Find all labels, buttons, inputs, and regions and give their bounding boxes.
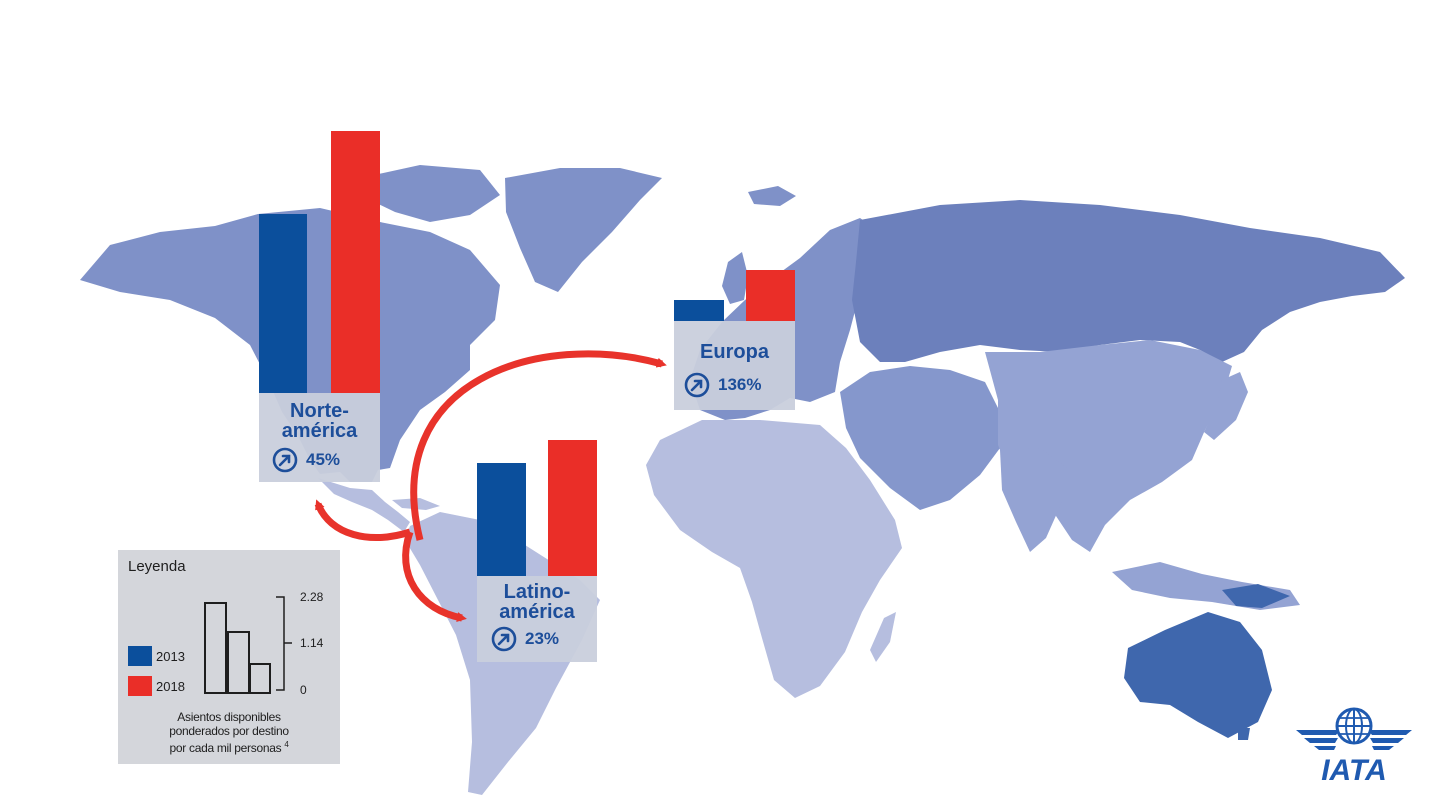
greenland-shape xyxy=(505,168,662,292)
latin-america-label-line2: américa xyxy=(499,601,575,623)
legend-caption-line1: Asientos disponibles xyxy=(177,710,281,724)
india-shape xyxy=(1000,448,1070,552)
latin-america-bar-2013 xyxy=(477,463,526,576)
middle-east-shape xyxy=(840,366,1000,510)
up-right-arrow-in-circle-icon xyxy=(491,626,517,652)
north-america-growth-value: 45% xyxy=(306,450,341,469)
europe-growth: 136% xyxy=(684,372,761,398)
north-america-label-line1: Norte- xyxy=(290,400,349,422)
japan-shape xyxy=(1204,372,1248,440)
legend-caption-line2: ponderados por destino xyxy=(169,724,289,738)
north-america-label: Norte- américa xyxy=(259,401,380,441)
legend-tick-max: 2.28 xyxy=(300,590,324,604)
legend-year-2018: 2018 xyxy=(156,679,185,694)
latin-america-bar-2018 xyxy=(548,440,597,576)
europe-label: Europa xyxy=(674,342,795,362)
arrow-to-north-america xyxy=(314,499,412,542)
legend-scale-diagram xyxy=(204,596,292,694)
legend-title: Leyenda xyxy=(128,558,186,575)
russia-shape xyxy=(852,200,1405,362)
legend-swatch-2018 xyxy=(128,676,152,696)
north-america-card xyxy=(259,393,380,482)
uk-shape xyxy=(722,252,748,304)
north-america-label-line2: américa xyxy=(281,420,358,442)
legend-caption-line3-text: por cada mil personas xyxy=(169,741,282,755)
legend-footnote: 4 xyxy=(284,740,289,749)
legend-tick-mid: 1.14 xyxy=(300,636,324,650)
madagascar-shape xyxy=(870,612,896,662)
arrow-to-latin-america xyxy=(402,530,467,622)
latin-america-growth: 23% xyxy=(491,626,559,652)
legend-sample-bar-medium xyxy=(227,631,250,694)
legend-year-2013: 2013 xyxy=(156,649,185,664)
latin-america-label: Latino- américa xyxy=(477,582,597,622)
up-right-arrow-in-circle-icon xyxy=(272,447,298,473)
latin-america-growth-value: 23% xyxy=(525,629,560,648)
legend-sample-bar-large xyxy=(204,602,227,694)
europe-bar-2013 xyxy=(674,300,724,321)
north-america-bar-2018 xyxy=(331,131,380,393)
central-america-shape xyxy=(318,478,410,532)
globe-wings-icon xyxy=(1296,707,1412,750)
iata-logo: IATA xyxy=(1296,707,1412,784)
legend-caption: Asientos disponibles ponderados por dest… xyxy=(118,710,340,755)
africa-shape xyxy=(646,420,902,698)
arrow-latinamerica-to-europe xyxy=(410,350,667,541)
north-america-growth: 45% xyxy=(272,447,340,473)
legend-box: Leyenda 2013 2018 2.28 1.14 0 Asientos d… xyxy=(118,550,340,764)
iceland-shape xyxy=(748,186,796,206)
europe-label-line1: Europa xyxy=(700,341,769,363)
europe-growth-value: 136% xyxy=(718,375,762,394)
new-guinea-shape xyxy=(1222,584,1290,608)
tasmania-shape xyxy=(1238,728,1250,740)
legend-swatch-2013 xyxy=(128,646,152,666)
arctic-islands-shape xyxy=(360,165,500,222)
latin-america-label-line1: Latino- xyxy=(503,581,571,603)
iata-logo-text: IATA xyxy=(1321,754,1387,784)
australia-shape xyxy=(1124,612,1272,738)
up-right-arrow-in-circle-icon xyxy=(684,372,710,398)
legend-tick-zero: 0 xyxy=(300,683,307,697)
legend-scale-bracket xyxy=(276,596,285,691)
legend-caption-line3: por cada mil personas 4 xyxy=(118,738,340,755)
north-america-bar-2013 xyxy=(259,214,307,393)
legend-sample-bar-small xyxy=(249,663,271,694)
europe-bar-2018 xyxy=(746,270,795,321)
